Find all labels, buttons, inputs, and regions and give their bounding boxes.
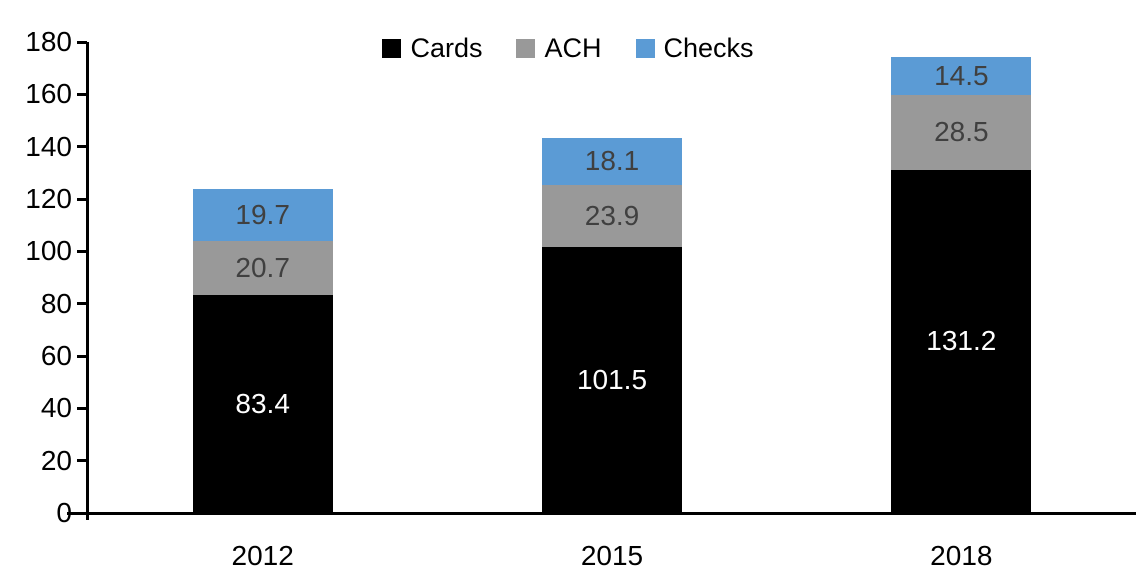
- bar-segment-ach-2015: 23.9: [542, 184, 682, 248]
- y-axis-tick-label: 160: [25, 78, 72, 110]
- x-axis-category-label: 2012: [231, 540, 294, 571]
- legend-swatch-ach-icon: [516, 39, 536, 58]
- legend-swatch-cards-icon: [382, 39, 402, 58]
- y-axis-tick: [77, 302, 87, 306]
- y-axis-tick: [77, 145, 87, 149]
- y-axis-tick: [77, 249, 87, 253]
- bar-segment-cards-2012: 83.4: [192, 294, 333, 513]
- y-axis-tick-label: 60: [40, 340, 72, 371]
- y-axis-tick: [77, 459, 87, 463]
- bar-segment-cards-2015: 101.5: [542, 247, 682, 513]
- bar-segment-ach-2018: 28.5: [891, 95, 1032, 170]
- y-axis-tick-label: 0: [56, 497, 72, 528]
- y-axis-line: [86, 42, 89, 520]
- bar-segment-checks-2018: 14.5: [891, 57, 1032, 96]
- y-axis-tick-label: 20: [40, 444, 72, 476]
- bar-segment-cards-2018: 131.2: [891, 169, 1032, 513]
- y-axis-tick: [77, 406, 87, 410]
- legend-label-checks: Checks: [663, 33, 754, 63]
- legend-item-cards: Cards: [382, 33, 482, 64]
- y-axis-tick: [77, 40, 87, 44]
- x-axis-category-label: 2018: [930, 540, 993, 571]
- legend-item-checks: Checks: [635, 33, 754, 64]
- bar-segment-ach-2012: 20.7: [192, 240, 333, 295]
- y-axis-tick-label: 80: [40, 287, 72, 319]
- y-axis-tick: [77, 197, 87, 201]
- y-axis-tick-label: 120: [25, 183, 72, 214]
- x-axis-line: [67, 512, 1136, 515]
- y-axis-tick-label: 180: [25, 26, 72, 57]
- y-axis-tick-label: 40: [40, 392, 72, 424]
- bar-segment-checks-2015: 18.1: [542, 137, 682, 185]
- chart-legend: Cards ACH Checks: [0, 33, 1136, 64]
- legend-label-cards: Cards: [410, 33, 483, 63]
- x-axis-category-label: 2015: [580, 540, 644, 571]
- legend-swatch-checks-icon: [635, 39, 655, 58]
- y-axis-tick-label: 100: [25, 235, 72, 267]
- bar-segment-checks-2012: 19.7: [192, 189, 333, 241]
- y-axis-tick: [77, 92, 87, 96]
- y-axis-tick: [77, 354, 87, 358]
- y-axis-tick: [77, 511, 87, 515]
- y-axis-tick-label: 140: [25, 130, 72, 162]
- legend-label-ach: ACH: [544, 33, 602, 63]
- legend-item-ach: ACH: [516, 33, 602, 64]
